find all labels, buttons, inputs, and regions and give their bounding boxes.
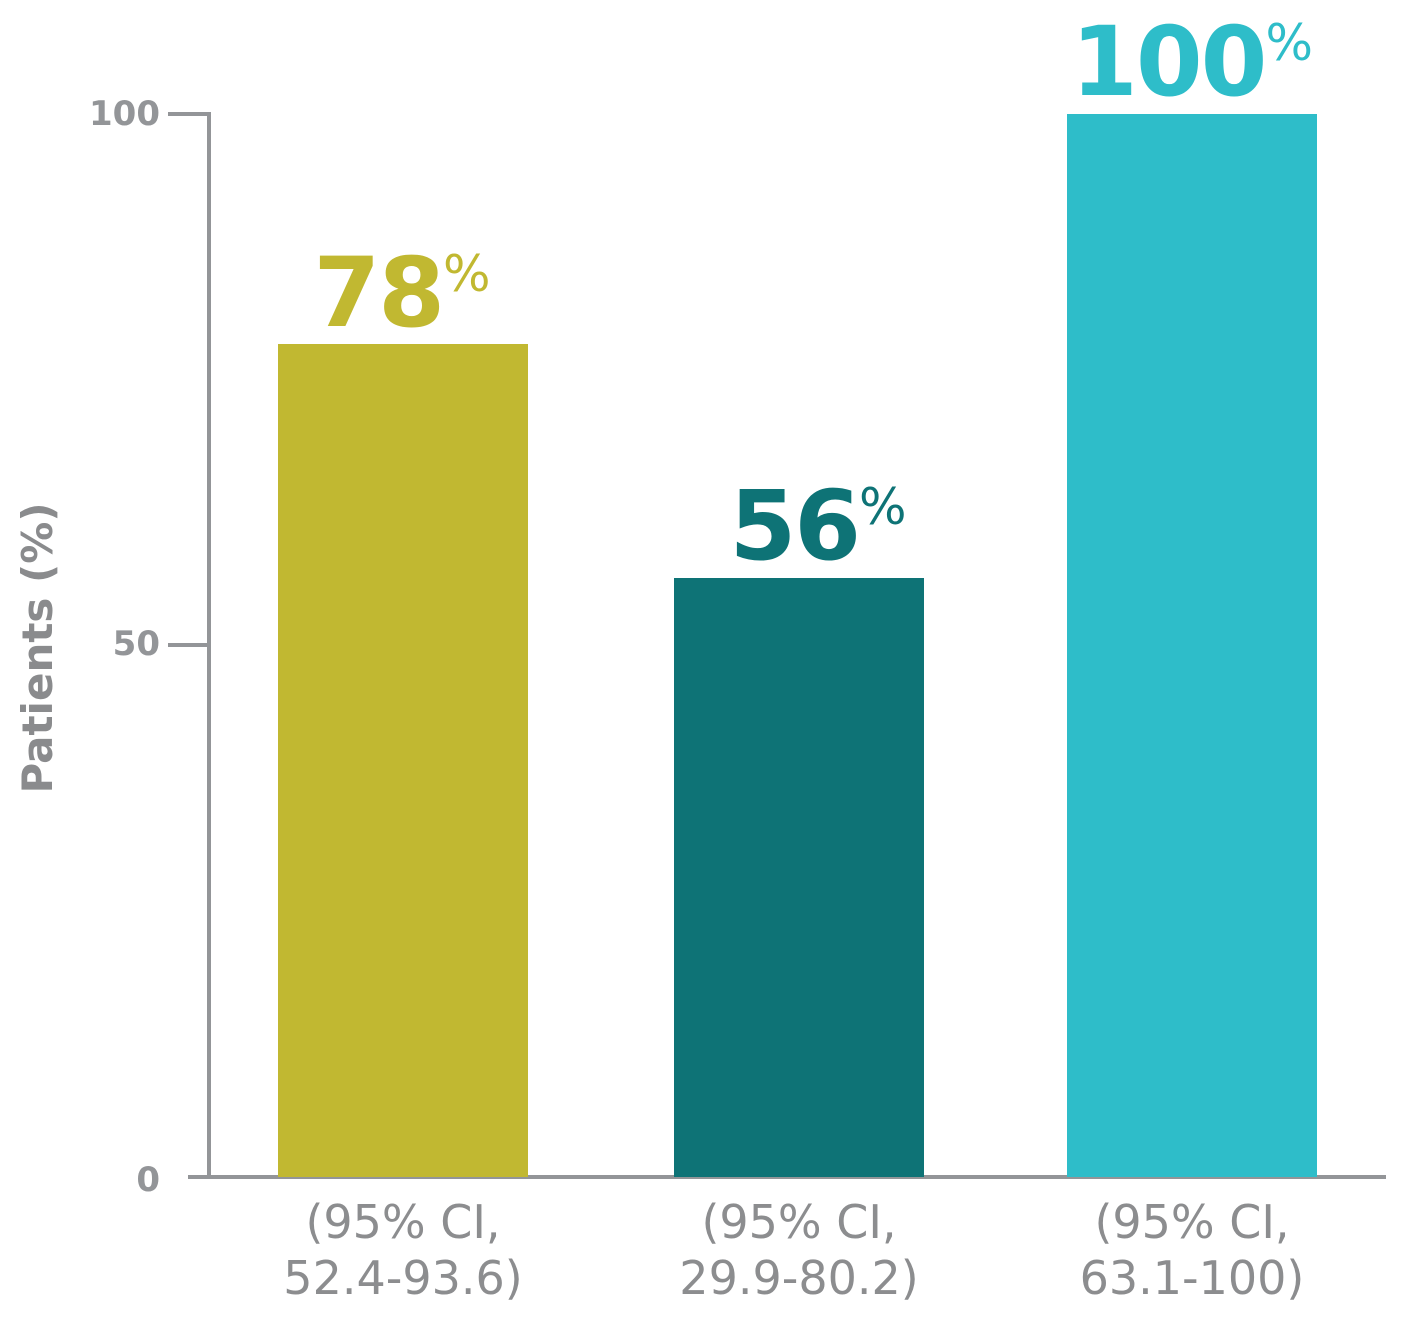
bar-1 bbox=[278, 344, 528, 1177]
bar-2 bbox=[674, 578, 924, 1177]
bar-3 bbox=[1067, 114, 1317, 1177]
category-2-line-2: 29.9-80.2) bbox=[679, 1251, 919, 1305]
bar-1-value-label: 78% bbox=[252, 245, 552, 341]
bar-1-percent-sign: % bbox=[443, 245, 491, 303]
y-tick-label-0: 0 bbox=[136, 1160, 160, 1200]
category-label-2: (95% CI, 29.9-80.2) bbox=[629, 1194, 969, 1306]
category-label-1: (95% CI, 52.4-93.6) bbox=[233, 1194, 573, 1306]
x-axis-line bbox=[188, 1175, 1386, 1179]
category-label-3: (95% CI, 63.1-100) bbox=[1022, 1194, 1362, 1306]
bar-2-value: 56 bbox=[729, 470, 861, 582]
category-1-line-2: 52.4-93.6) bbox=[283, 1251, 523, 1305]
bar-2-percent-sign: % bbox=[859, 478, 907, 536]
bar-3-value: 100 bbox=[1071, 6, 1267, 118]
category-3-line-1: (95% CI, bbox=[1094, 1195, 1290, 1249]
y-tick-label-50: 50 bbox=[112, 624, 160, 664]
y-tick-label-100: 100 bbox=[89, 94, 160, 134]
y-tick-100 bbox=[168, 112, 210, 116]
bar-3-value-label: 100% bbox=[1042, 14, 1342, 110]
bar-1-value: 78 bbox=[313, 237, 445, 349]
category-2-line-1: (95% CI, bbox=[701, 1195, 897, 1249]
bar-2-value-label: 56% bbox=[668, 478, 968, 574]
category-1-line-1: (95% CI, bbox=[305, 1195, 501, 1249]
category-3-line-2: 63.1-100) bbox=[1079, 1251, 1305, 1305]
bar-3-percent-sign: % bbox=[1265, 14, 1313, 72]
y-tick-50 bbox=[168, 643, 210, 647]
